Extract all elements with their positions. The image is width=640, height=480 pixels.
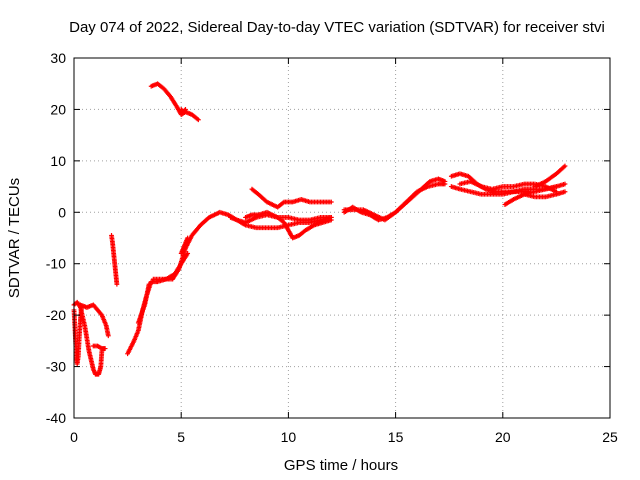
y-tick-label: -40 (46, 410, 66, 426)
data-point (562, 163, 568, 169)
data-point (105, 333, 111, 339)
data-point (442, 181, 448, 187)
series-track-22 (521, 189, 568, 200)
data-point (195, 117, 201, 123)
y-tick-label: 20 (50, 101, 66, 117)
data-point (328, 215, 334, 220)
data-point (562, 181, 568, 187)
y-tick-label: 0 (58, 204, 66, 220)
chart-title: Day 074 of 2022, Sidereal Day-to-day VTE… (69, 19, 605, 36)
data-point (114, 281, 120, 287)
series-track-9 (178, 235, 191, 256)
y-tick-label: 10 (50, 153, 66, 169)
y-tick-label: 30 (50, 50, 66, 66)
series-track-14 (178, 107, 188, 115)
y-tick-label: -30 (46, 359, 66, 375)
x-tick-label: 15 (388, 429, 404, 445)
x-tick-label: 10 (281, 429, 297, 445)
data-layer (71, 81, 568, 377)
y-tick-label: -10 (46, 256, 66, 272)
series-track-5 (109, 233, 120, 287)
data-point (328, 199, 334, 205)
series-track-13 (148, 81, 201, 123)
tick-layer: 0 5 10 15 20 25 -40 -30 -20 -10 0 10 20 30 (46, 50, 618, 445)
series-track-4 (90, 343, 108, 351)
x-tick-label: 25 (602, 429, 618, 445)
data-point (185, 251, 191, 256)
series-track-11 (243, 209, 334, 223)
data-point (182, 107, 188, 113)
data-point (146, 281, 152, 287)
series-track-12 (249, 186, 334, 210)
series-track-3 (78, 302, 111, 339)
x-tick-label: 0 (70, 429, 78, 445)
data-point (562, 189, 568, 195)
series-track-7 (135, 281, 152, 326)
data-point (183, 107, 188, 112)
y-tick-label: -20 (46, 307, 66, 323)
series-track-16 (341, 181, 448, 223)
y-axis-label: SDTVAR / TECUs (6, 178, 23, 298)
series-track-2 (71, 299, 105, 377)
grid-layer (74, 58, 610, 418)
x-tick-label: 5 (177, 429, 185, 445)
data-point (102, 346, 108, 351)
data-point (185, 235, 191, 241)
series-track-21 (532, 163, 568, 189)
x-tick-label: 20 (495, 429, 511, 445)
plot-frame (73, 57, 611, 419)
x-axis-label: GPS time / hours (284, 457, 398, 474)
